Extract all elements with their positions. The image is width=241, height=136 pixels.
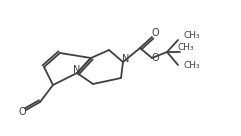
Text: N: N	[122, 54, 130, 64]
Text: N: N	[73, 65, 81, 75]
Text: O: O	[151, 28, 159, 38]
Text: O: O	[151, 53, 159, 63]
Text: CH₃: CH₃	[183, 32, 200, 41]
Text: CH₃: CH₃	[183, 61, 200, 69]
Text: O: O	[18, 107, 26, 117]
Text: CH₃: CH₃	[178, 44, 195, 52]
